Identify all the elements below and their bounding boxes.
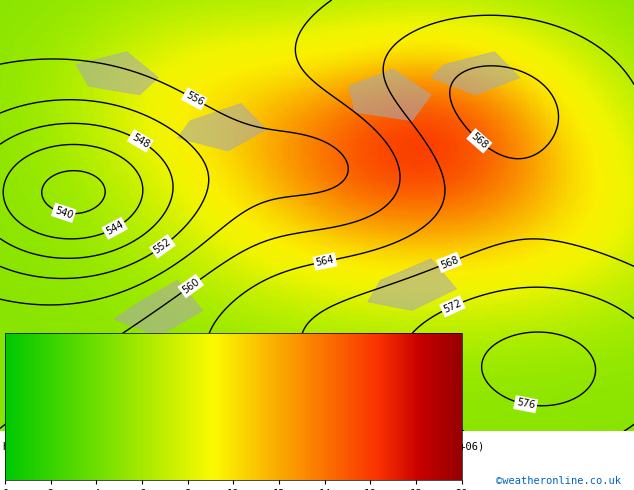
Text: 564: 564 (315, 255, 335, 269)
Text: 556: 556 (184, 90, 205, 108)
Text: 568: 568 (469, 131, 489, 151)
Polygon shape (76, 52, 158, 95)
Text: 576: 576 (515, 397, 536, 411)
Text: 540: 540 (53, 205, 74, 221)
Text: ©weatheronline.co.uk: ©weatheronline.co.uk (496, 476, 621, 486)
Polygon shape (178, 103, 266, 151)
Polygon shape (431, 52, 520, 95)
Text: 552: 552 (152, 237, 173, 256)
Text: 548: 548 (130, 132, 151, 150)
Text: 572: 572 (442, 298, 463, 315)
FancyBboxPatch shape (0, 431, 634, 490)
Text: 544: 544 (104, 220, 125, 237)
Text: Height 500 hPa Spread mean+σ [gpdm]  ECMWF    Fr 17-05-2024 12:00 UTC (06+06): Height 500 hPa Spread mean+σ [gpdm] ECMW… (3, 442, 484, 452)
Polygon shape (349, 69, 431, 121)
Polygon shape (368, 259, 456, 311)
Text: 568: 568 (439, 254, 460, 270)
Text: 560: 560 (181, 276, 201, 295)
Polygon shape (114, 280, 203, 336)
